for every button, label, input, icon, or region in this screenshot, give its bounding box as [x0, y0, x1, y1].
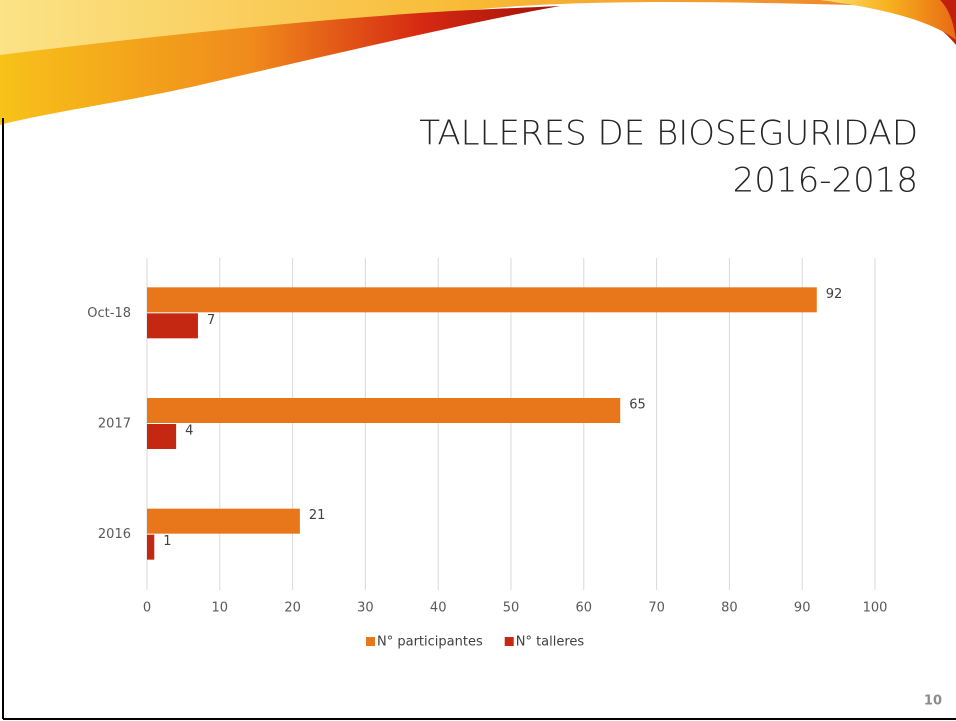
value-label: 65 — [629, 398, 646, 413]
x-tick-label: 60 — [576, 601, 593, 616]
value-label: 4 — [185, 424, 193, 439]
legend-label: N° participantes — [377, 635, 483, 650]
x-tick-label: 20 — [284, 601, 301, 616]
x-tick-label: 100 — [863, 601, 888, 616]
y-tick-label: 2016 — [98, 527, 131, 542]
chart: TALLERES DE BIOSEGURIDAD 2016-2018 10 0 1… — [0, 0, 956, 721]
bar — [147, 535, 154, 560]
x-tick-label: 0 — [143, 601, 151, 616]
legend-swatch — [505, 637, 514, 646]
chart-subtitle: 2016-2018 — [733, 161, 918, 201]
value-label: 92 — [826, 287, 843, 302]
x-tick-label: 90 — [794, 601, 811, 616]
bar — [147, 398, 620, 423]
bar — [147, 424, 176, 449]
legend-label: N° talleres — [516, 635, 585, 650]
page-number: 10 — [924, 694, 942, 709]
x-tick-label: 40 — [430, 601, 447, 616]
x-tick-label: 80 — [721, 601, 738, 616]
bar — [147, 287, 817, 312]
legend-swatch — [366, 637, 375, 646]
x-tick-label: 70 — [648, 601, 665, 616]
y-tick-label: 2017 — [98, 417, 131, 432]
bar — [147, 509, 300, 534]
chart-title: TALLERES DE BIOSEGURIDAD — [419, 114, 918, 154]
x-tick-label: 50 — [503, 601, 520, 616]
value-label: 7 — [207, 313, 215, 328]
y-tick-label: Oct-18 — [87, 306, 131, 321]
x-tick-label: 10 — [212, 601, 229, 616]
value-label: 1 — [163, 534, 171, 549]
value-label: 21 — [309, 508, 326, 523]
bar — [147, 313, 198, 338]
slide: TALLERES DE BIOSEGURIDAD 2016-2018 10 0 1… — [0, 0, 956, 721]
x-tick-label: 30 — [357, 601, 374, 616]
